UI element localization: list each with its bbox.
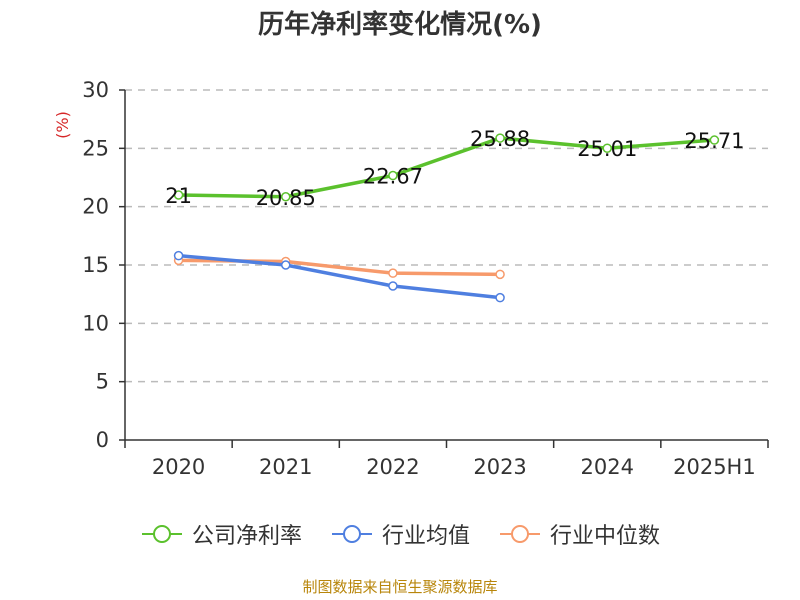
data-point-series-3 xyxy=(388,268,398,278)
legend-item-industry-avg[interactable]: 行业均值 xyxy=(330,518,470,550)
data-label: 22.67 xyxy=(363,165,423,189)
legend-symbol-company xyxy=(141,525,182,543)
data-point-series-2 xyxy=(388,281,398,291)
x-tick-label: 2021 xyxy=(259,455,312,479)
data-point-series-2 xyxy=(281,260,291,270)
legend-label-industry-median: 行业中位数 xyxy=(550,524,661,549)
series-line-1 xyxy=(176,136,717,199)
y-tick-label: 10 xyxy=(82,311,109,335)
data-label: 21 xyxy=(165,184,192,208)
x-tick-label: 2020 xyxy=(152,455,205,479)
data-label: 25.71 xyxy=(684,129,744,153)
y-tick-label: 30 xyxy=(82,78,109,102)
legend-item-industry-median[interactable]: 行业中位数 xyxy=(498,518,660,550)
x-tick-label: 2024 xyxy=(581,455,634,479)
legend: 公司净利率 行业均值 行业中位数 xyxy=(0,518,800,550)
data-point-series-2 xyxy=(173,250,184,261)
legend-symbol-industry-avg xyxy=(331,525,372,543)
source-note: 制图数据来自恒生聚源数据库 xyxy=(302,578,498,596)
x-tick-label: 2023 xyxy=(473,455,526,479)
legend-symbol-industry-median xyxy=(500,525,540,543)
data-point-series-2 xyxy=(495,292,505,303)
data-point-series-1 xyxy=(495,133,505,143)
legend-item-company[interactable]: 公司净利率 xyxy=(140,518,302,550)
data-label: 20.85 xyxy=(256,186,316,210)
data-point-series-1 xyxy=(709,135,720,145)
data-point-series-1 xyxy=(388,170,398,181)
series-line-3 xyxy=(176,258,502,277)
x-tick-label: 2025H1 xyxy=(673,455,756,479)
data-point-series-3 xyxy=(495,269,505,280)
y-axis-label: (%) xyxy=(53,111,72,139)
legend-label-industry-avg: 行业均值 xyxy=(381,524,470,549)
x-tick-label: 2022 xyxy=(366,455,419,479)
y-tick-label: 20 xyxy=(82,195,109,219)
y-tick-label: 15 xyxy=(82,253,109,277)
data-label: 25.88 xyxy=(470,127,530,151)
data-point-series-1 xyxy=(602,143,612,153)
legend-label-company: 公司净利率 xyxy=(191,524,302,549)
y-tick-label: 0 xyxy=(96,428,109,452)
chart-title: 历年净利率变化情况(%) xyxy=(258,10,542,40)
data-point-series-1 xyxy=(173,190,184,200)
data-label: 25.01 xyxy=(577,137,637,161)
data-point-series-1 xyxy=(281,192,291,202)
series-line-2 xyxy=(176,253,502,300)
y-tick-label: 5 xyxy=(96,370,109,394)
y-tick-label: 25 xyxy=(82,136,109,160)
